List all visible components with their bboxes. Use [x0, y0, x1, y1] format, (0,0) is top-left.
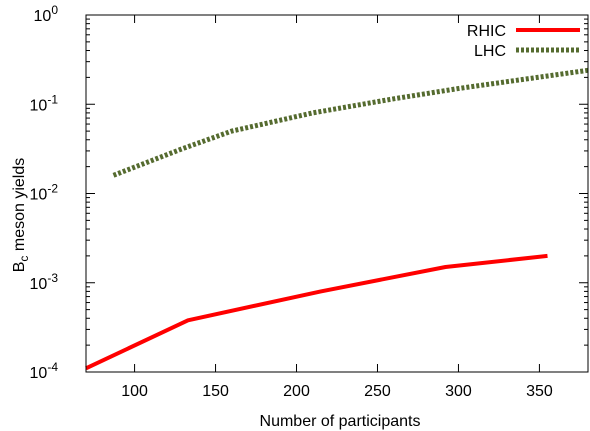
y-tick-label--1: 10-1 — [30, 92, 59, 114]
series-line-lhc — [112, 67, 589, 178]
x-tick-label-200: 200 — [283, 383, 310, 400]
legend: RHIC LHC — [467, 23, 580, 60]
tick-labels: 100 150 200 250 300 350 10-4 10-3 10-2 10-1 100 — [30, 3, 553, 400]
y-tick-label--4: 10-4 — [30, 360, 59, 382]
y-tick-label--2: 10-2 — [30, 182, 59, 204]
y-axis-title-rest: meson yields — [11, 158, 28, 256]
x-tick-label-350: 350 — [526, 383, 553, 400]
y-axis-title: Bc meson yields — [11, 158, 31, 273]
x-axis-title: Number of participants — [260, 413, 421, 430]
x-tick-label-100: 100 — [121, 383, 148, 400]
legend-label-rhic: RHIC — [467, 23, 506, 40]
axis-ticks — [86, 14, 588, 373]
y-tick-label-0: 100 — [34, 3, 59, 25]
x-tick-label-150: 150 — [202, 383, 229, 400]
y-tick-label--3: 10-3 — [30, 271, 59, 293]
y-axis-title-subscript: c — [17, 256, 31, 262]
series-line-rhic — [85, 253, 548, 371]
x-tick-label-300: 300 — [445, 383, 472, 400]
legend-label-lhc: LHC — [474, 43, 506, 60]
y-axis-title-main: B — [11, 262, 28, 273]
series-lines — [85, 67, 589, 371]
plot-frame — [85, 14, 589, 373]
x-tick-label-250: 250 — [364, 383, 391, 400]
